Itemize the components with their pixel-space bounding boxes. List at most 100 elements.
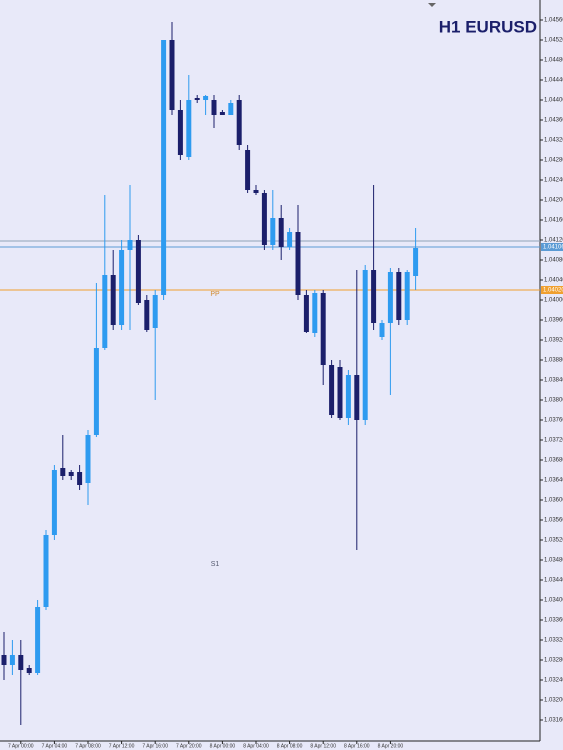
y-tick-label: 1.03960 — [544, 318, 563, 324]
y-tick-label: 1.03200 — [544, 698, 563, 704]
x-tick-label: 8 Apr 04:00 — [243, 743, 269, 749]
y-tick-label: 1.03840 — [544, 378, 563, 384]
candle-body — [152, 295, 158, 328]
y-tick-label: 1.03440 — [544, 578, 563, 584]
x-tick-label: 7 Apr 08:00 — [75, 743, 101, 749]
y-tick-label: 1.03800 — [544, 398, 563, 404]
candle-body — [1, 655, 7, 665]
x-tick-label: 7 Apr 12:00 — [109, 743, 135, 749]
y-tick-label: 1.04080 — [544, 258, 563, 264]
level-label: PP — [210, 291, 220, 298]
y-tick-label: 1.04280 — [544, 158, 563, 164]
candle-body — [345, 375, 351, 418]
shift-marker — [428, 3, 436, 7]
chart-title: H1 EURUSD — [439, 17, 537, 36]
candle-body — [396, 272, 402, 320]
x-tick-label: 8 Apr 16:00 — [344, 743, 370, 749]
price-label: 1.04106 — [543, 245, 563, 251]
candle-body — [85, 435, 91, 483]
candle-body — [219, 112, 225, 115]
y-tick-label: 1.04320 — [544, 138, 563, 144]
candle-body — [371, 270, 377, 323]
candle-body — [278, 218, 284, 247]
y-tick-label: 1.03400 — [544, 598, 563, 604]
candle-body — [169, 40, 175, 110]
candle-body — [236, 100, 242, 145]
y-tick-label: 1.04000 — [544, 298, 563, 304]
candle-body — [362, 270, 368, 420]
candle-body — [354, 375, 360, 420]
candle-body — [35, 607, 41, 673]
price-label: 1.04020 — [543, 288, 563, 294]
candle-body — [261, 193, 267, 245]
candle-body — [9, 655, 15, 665]
candle-body — [51, 470, 57, 535]
y-tick-label: 1.03560 — [544, 518, 563, 524]
y-tick-label: 1.03640 — [544, 478, 563, 484]
y-tick-label: 1.03920 — [544, 338, 563, 344]
candle-body — [337, 367, 343, 418]
candle-body — [110, 275, 116, 325]
y-tick-label: 1.04040 — [544, 278, 563, 284]
y-tick-label: 1.03360 — [544, 618, 563, 624]
candle-body — [253, 190, 259, 193]
candle-body — [186, 100, 192, 157]
price-label-box — [541, 286, 563, 294]
candle-body — [413, 248, 419, 276]
candle-body — [320, 293, 326, 365]
candle-body — [102, 275, 108, 348]
candle-body — [177, 110, 183, 155]
x-tick-label: 8 Apr 00:00 — [210, 743, 236, 749]
candle-body — [127, 240, 133, 250]
x-tick-label: 8 Apr 20:00 — [378, 743, 404, 749]
candle-body — [93, 348, 99, 435]
candle-body — [135, 240, 141, 303]
x-tick-label: 8 Apr 12:00 — [310, 743, 336, 749]
candle-body — [245, 150, 251, 190]
x-tick-label: 7 Apr 00:00 — [8, 743, 34, 749]
candle-body — [379, 323, 385, 337]
candle-body — [329, 365, 335, 415]
candle-body — [161, 40, 167, 295]
candle-body — [43, 535, 49, 607]
candle-body — [270, 218, 276, 245]
y-tick-label: 1.04120 — [544, 238, 563, 244]
y-tick-label: 1.03320 — [544, 638, 563, 644]
y-tick-label: 1.03240 — [544, 678, 563, 684]
candle-body — [404, 272, 410, 320]
y-tick-label: 1.03520 — [544, 538, 563, 544]
candle-body — [18, 655, 24, 670]
price-label-box — [541, 243, 563, 251]
candle-body — [387, 272, 393, 323]
candle-body — [68, 472, 74, 476]
y-tick-label: 1.03480 — [544, 558, 563, 564]
candle-body — [60, 468, 66, 476]
candle-body — [144, 300, 150, 330]
y-tick-label: 1.04160 — [544, 218, 563, 224]
y-tick-label: 1.04440 — [544, 78, 563, 84]
y-tick-label: 1.03720 — [544, 438, 563, 444]
y-tick-label: 1.04520 — [544, 38, 563, 44]
y-tick-label: 1.04480 — [544, 58, 563, 64]
candle-body — [203, 96, 209, 100]
y-tick-label: 1.04240 — [544, 178, 563, 184]
candle-body — [119, 250, 125, 325]
candle-body — [295, 232, 301, 295]
candle-body — [228, 103, 234, 115]
candle-body — [211, 100, 217, 115]
y-tick-label: 1.03280 — [544, 658, 563, 664]
y-tick-label: 1.03760 — [544, 418, 563, 424]
y-tick-label: 1.03600 — [544, 498, 563, 504]
x-tick-label: 7 Apr 20:00 — [176, 743, 202, 749]
y-tick-label: 1.03160 — [544, 718, 563, 724]
y-tick-label: 1.04360 — [544, 118, 563, 124]
candle-body — [303, 295, 309, 332]
y-tick-label: 1.04560 — [544, 18, 563, 24]
candle-body — [312, 293, 318, 333]
level-label: S1 — [211, 561, 220, 568]
x-tick-label: 7 Apr 16:00 — [142, 743, 168, 749]
x-tick-label: 8 Apr 08:00 — [277, 743, 303, 749]
candle-body — [77, 472, 83, 485]
